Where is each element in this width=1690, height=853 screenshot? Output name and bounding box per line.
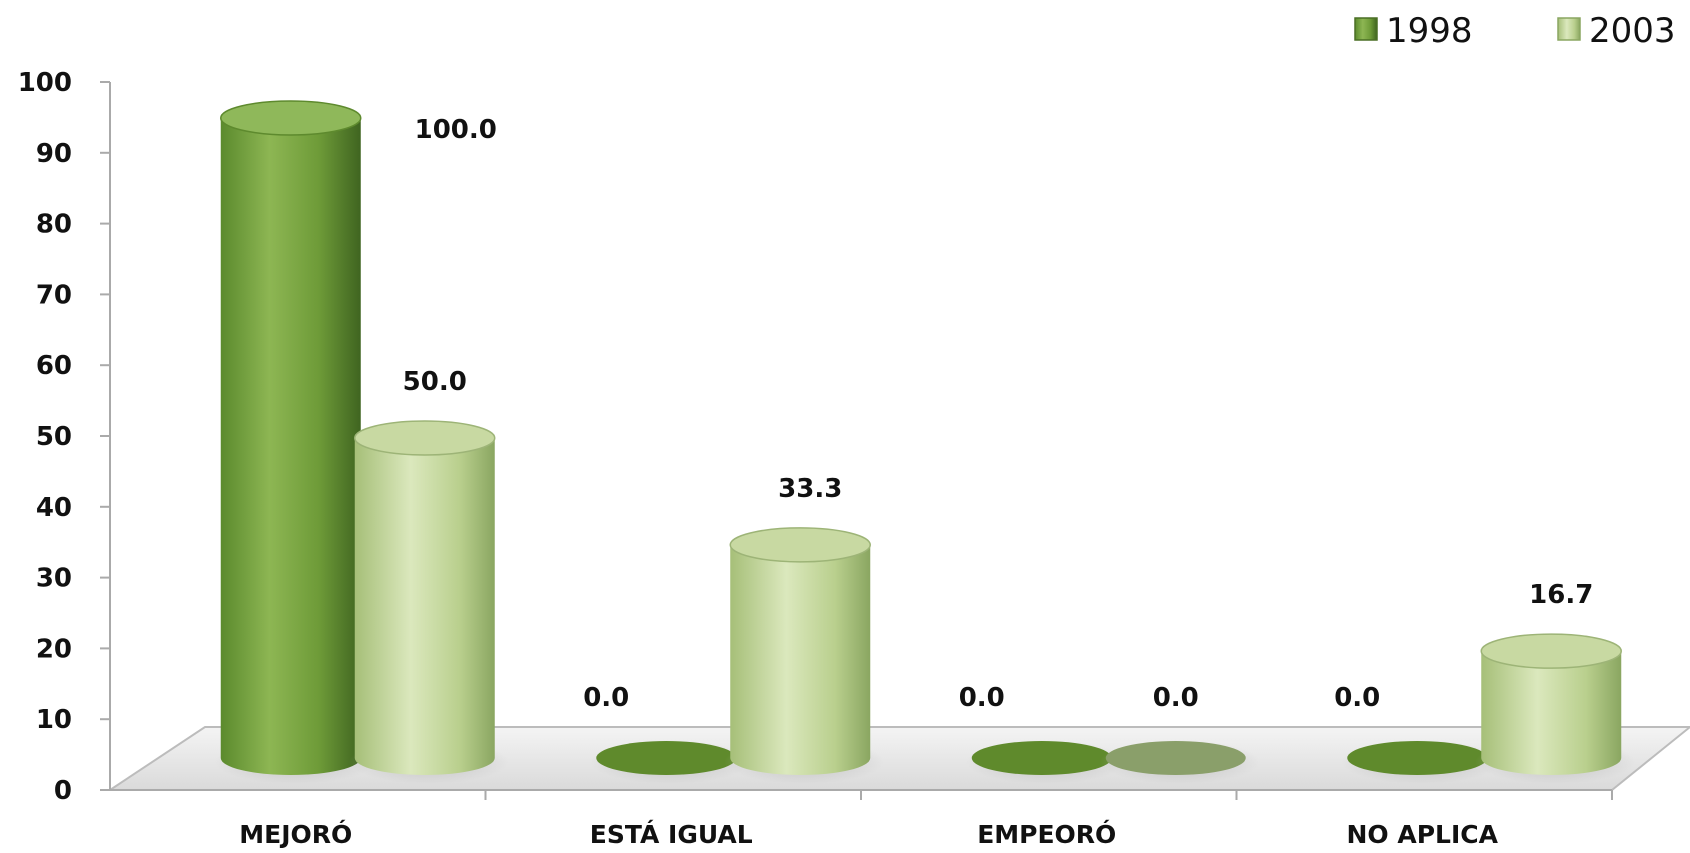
y-tick-label: 50 [36, 422, 72, 452]
data-label: 0.0 [1153, 683, 1199, 713]
x-axis-categories: MEJORÓ ESTÁ IGUAL EMPEORÓ NO APLICA [239, 790, 1612, 849]
legend-swatch-2003 [1558, 18, 1580, 40]
y-tick-label: 90 [36, 139, 72, 169]
legend-item-2003[interactable]: 2003 [1558, 11, 1676, 51]
legend: 1998 2003 [1355, 11, 1676, 51]
bar-2003-1[interactable] [349, 421, 509, 784]
bar-1998-1[interactable] [215, 101, 375, 784]
data-label: 0.0 [583, 683, 629, 713]
data-label: 0.0 [959, 683, 1005, 713]
x-category-label: MEJORÓ [239, 819, 352, 849]
bar-cap [1481, 634, 1621, 668]
data-label: 33.3 [778, 474, 842, 504]
bar-flat-disc [1106, 741, 1246, 775]
y-tick-label: 0 [54, 776, 72, 806]
legend-item-1998[interactable]: 1998 [1355, 11, 1473, 51]
x-category-label: ESTÁ IGUAL [590, 820, 753, 849]
y-tick-label: 30 [36, 564, 72, 594]
bar-2003-4[interactable] [1475, 634, 1635, 784]
bar-flat-disc [1347, 741, 1487, 775]
bar-body [221, 118, 361, 775]
y-axis-ticks: 0 10 20 30 40 50 60 70 80 90 100 [18, 68, 110, 806]
bar-2003-3[interactable] [1100, 740, 1260, 784]
y-tick-label: 20 [36, 634, 72, 664]
x-category-label: NO APLICA [1347, 820, 1499, 849]
bar-flat-disc [596, 741, 736, 775]
bar-2003-2[interactable] [724, 528, 884, 784]
legend-label-1998: 1998 [1386, 11, 1473, 51]
bar-body [730, 545, 870, 775]
data-label: 16.7 [1529, 580, 1593, 610]
bar-body [355, 438, 495, 775]
y-tick-label: 80 [36, 210, 72, 240]
bar-cap [221, 101, 361, 135]
bar-flat-disc [972, 741, 1112, 775]
data-label: 50.0 [403, 367, 467, 397]
y-tick-label: 70 [36, 280, 72, 310]
y-tick-label: 40 [36, 493, 72, 523]
bar-cap [355, 421, 495, 455]
data-label: 0.0 [1334, 683, 1380, 713]
y-tick-label: 10 [36, 705, 72, 735]
legend-swatch-1998 [1355, 18, 1377, 40]
y-tick-label: 60 [36, 351, 72, 381]
x-category-label: EMPEORÓ [977, 819, 1116, 849]
bars [215, 101, 1636, 784]
legend-label-2003: 2003 [1589, 11, 1676, 51]
bar-body [1481, 651, 1621, 775]
data-labels: 100.0 50.0 0.0 33.3 0.0 0.0 0.0 16.7 [403, 115, 1594, 713]
y-tick-label: 100 [18, 68, 72, 98]
data-label: 100.0 [415, 115, 497, 145]
bar-cap [730, 528, 870, 562]
